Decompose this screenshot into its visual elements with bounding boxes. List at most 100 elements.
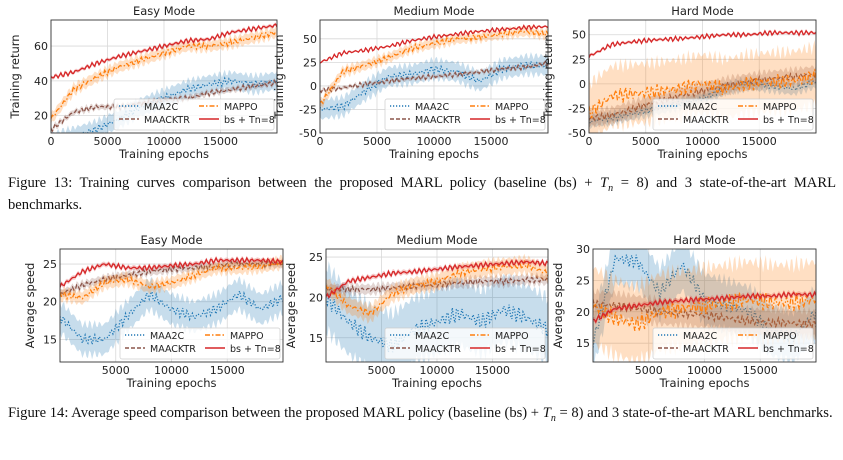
y-tick-label: 30 [576, 243, 590, 256]
y-tick-label: -25 [568, 102, 586, 115]
legend: MAA2C MAACKTR MAPPO bs + Tn=8 [384, 98, 546, 131]
chart-6: 5000 10000 15000 15 20 25 30 Hard Mode Training … [551, 233, 817, 390]
series-line-mappo [593, 292, 816, 332]
series-line-bs-tn-8 [589, 29, 816, 59]
x-axis-label: Training epochs [118, 147, 209, 161]
y-tick-label: 50 [303, 33, 317, 46]
band-maacktr [60, 257, 283, 298]
legend-label: bs + Tn=8 [763, 344, 814, 355]
legend: MAA2C MAACKTR MAPPO bs + Tn=8 [113, 98, 275, 131]
series-line-bs-tn-8 [320, 23, 548, 64]
series-line-maacktr [593, 299, 816, 331]
plot-area [60, 254, 283, 360]
caption-text: = 8) and 3 state-of-the-art MARL benchma… [8, 175, 836, 213]
legend: MAA2C MAACKTR MAPPO bs + Tn=8 [652, 98, 814, 131]
band-maa2c [60, 276, 283, 360]
caption-text: Figure 13: Training curves comparison be… [8, 175, 601, 191]
series-line-bs-tn-8 [326, 258, 548, 299]
band-maacktr [326, 271, 548, 298]
legend-label: MAPPO [495, 331, 529, 342]
x-tick-label: 10000 [420, 364, 455, 377]
legend-label: MAACKTR [415, 344, 461, 355]
y-tick-label: -50 [299, 127, 317, 140]
figure-13-caption: Figure 13: Training curves comparison be… [8, 175, 836, 214]
legend-box [652, 98, 814, 131]
y-tick-label: 25 [572, 53, 586, 66]
series-line-bs-tn-8 [593, 290, 816, 324]
y-axis-label: Average speed [551, 263, 565, 349]
y-tick-label: -50 [568, 127, 586, 140]
axes-frame [319, 19, 549, 134]
y-tick-label: -25 [299, 103, 317, 116]
y-tick-label: 0 [310, 80, 317, 93]
legend-label: MAA2C [144, 102, 179, 113]
chart-title: Medium Mode [397, 233, 478, 247]
y-tick-label: 25 [309, 251, 323, 264]
x-tick-label: 0 [586, 135, 593, 148]
y-tick-label: 20 [34, 110, 48, 123]
legend-label: bs + Tn=8 [495, 115, 546, 126]
legend: MAA2C MAACKTR MAPPO bs + Tn=8 [119, 327, 281, 360]
series-line-mappo [326, 259, 548, 318]
x-tick-label: 10000 [417, 135, 452, 148]
chart-title: Medium Mode [394, 4, 475, 18]
legend: MAA2C MAACKTR MAPPO bs + Tn=8 [652, 327, 814, 360]
x-tick-label: 15000 [203, 135, 238, 148]
series-line-maacktr [589, 71, 816, 122]
y-tick-label: 15 [309, 332, 323, 345]
series-line-mappo [589, 69, 816, 119]
plot-area [320, 23, 548, 121]
y-axis-label: Average speed [23, 263, 37, 349]
y-axis-label: Training return [272, 34, 286, 119]
axes-frame [59, 248, 284, 363]
series-line-maa2c [60, 289, 283, 346]
series-line-mappo [320, 28, 548, 105]
series-line-maacktr [60, 260, 283, 295]
chart-2: 0 5000 10000 15000 -50 -25 0 25 50 Medium Mode Tra… [272, 4, 549, 161]
x-tick-label: 5000 [94, 135, 122, 148]
x-tick-label: 15000 [475, 364, 510, 377]
chart-title: Easy Mode [140, 233, 202, 247]
y-tick-label: 60 [34, 40, 48, 53]
y-tick-label: 20 [43, 296, 57, 309]
x-axis-label: Training epochs [658, 376, 749, 390]
series-line-maa2c [589, 79, 816, 125]
band-mappo [593, 254, 816, 362]
legend-label: MAA2C [415, 102, 450, 113]
band-mappo [60, 254, 283, 306]
y-tick-label: 20 [576, 306, 590, 319]
series-line-maa2c [320, 59, 548, 113]
series-line-maa2c [326, 293, 548, 353]
caption-math-sub: n [550, 412, 556, 424]
y-axis-label: Training return [541, 34, 555, 119]
series-line-mappo [60, 259, 283, 301]
legend-label: bs + Tn=8 [763, 115, 814, 126]
legend-label: MAPPO [495, 102, 529, 113]
legend-label: MAPPO [763, 102, 797, 113]
legend: MAA2C MAACKTR MAPPO bs + Tn=8 [384, 327, 546, 360]
legend-label: MAPPO [230, 331, 264, 342]
legend-label: MAACKTR [144, 115, 190, 126]
legend-label: MAACKTR [683, 344, 729, 355]
x-tick-label: 10000 [687, 364, 722, 377]
legend-label: MAA2C [415, 331, 450, 342]
band-maacktr [589, 65, 816, 128]
chart-1: 0 5000 10000 15000 20 40 60 Easy Mode Training e… [8, 4, 278, 161]
x-tick-label: 5000 [368, 364, 396, 377]
legend-label: MAACKTR [150, 344, 196, 355]
chart-5: 5000 10000 15000 15 20 25 Medium Mode Training … [284, 233, 549, 390]
caption-math-sub: n [608, 182, 614, 194]
series-line-maacktr [320, 60, 548, 94]
legend-box [113, 98, 275, 131]
y-tick-label: 15 [43, 333, 57, 346]
chart-3: 0 5000 10000 15000 -50 -25 0 25 50 Hard Mode Train… [541, 4, 817, 161]
y-tick-label: 0 [579, 78, 586, 91]
series-line-maa2c [67, 76, 277, 133]
y-axis-label: Training return [8, 34, 22, 119]
legend-label: MAPPO [763, 331, 797, 342]
y-tick-label: 50 [572, 29, 586, 42]
x-tick-label: 0 [48, 135, 55, 148]
caption-math: T [542, 405, 551, 421]
axes-frame [50, 19, 278, 134]
